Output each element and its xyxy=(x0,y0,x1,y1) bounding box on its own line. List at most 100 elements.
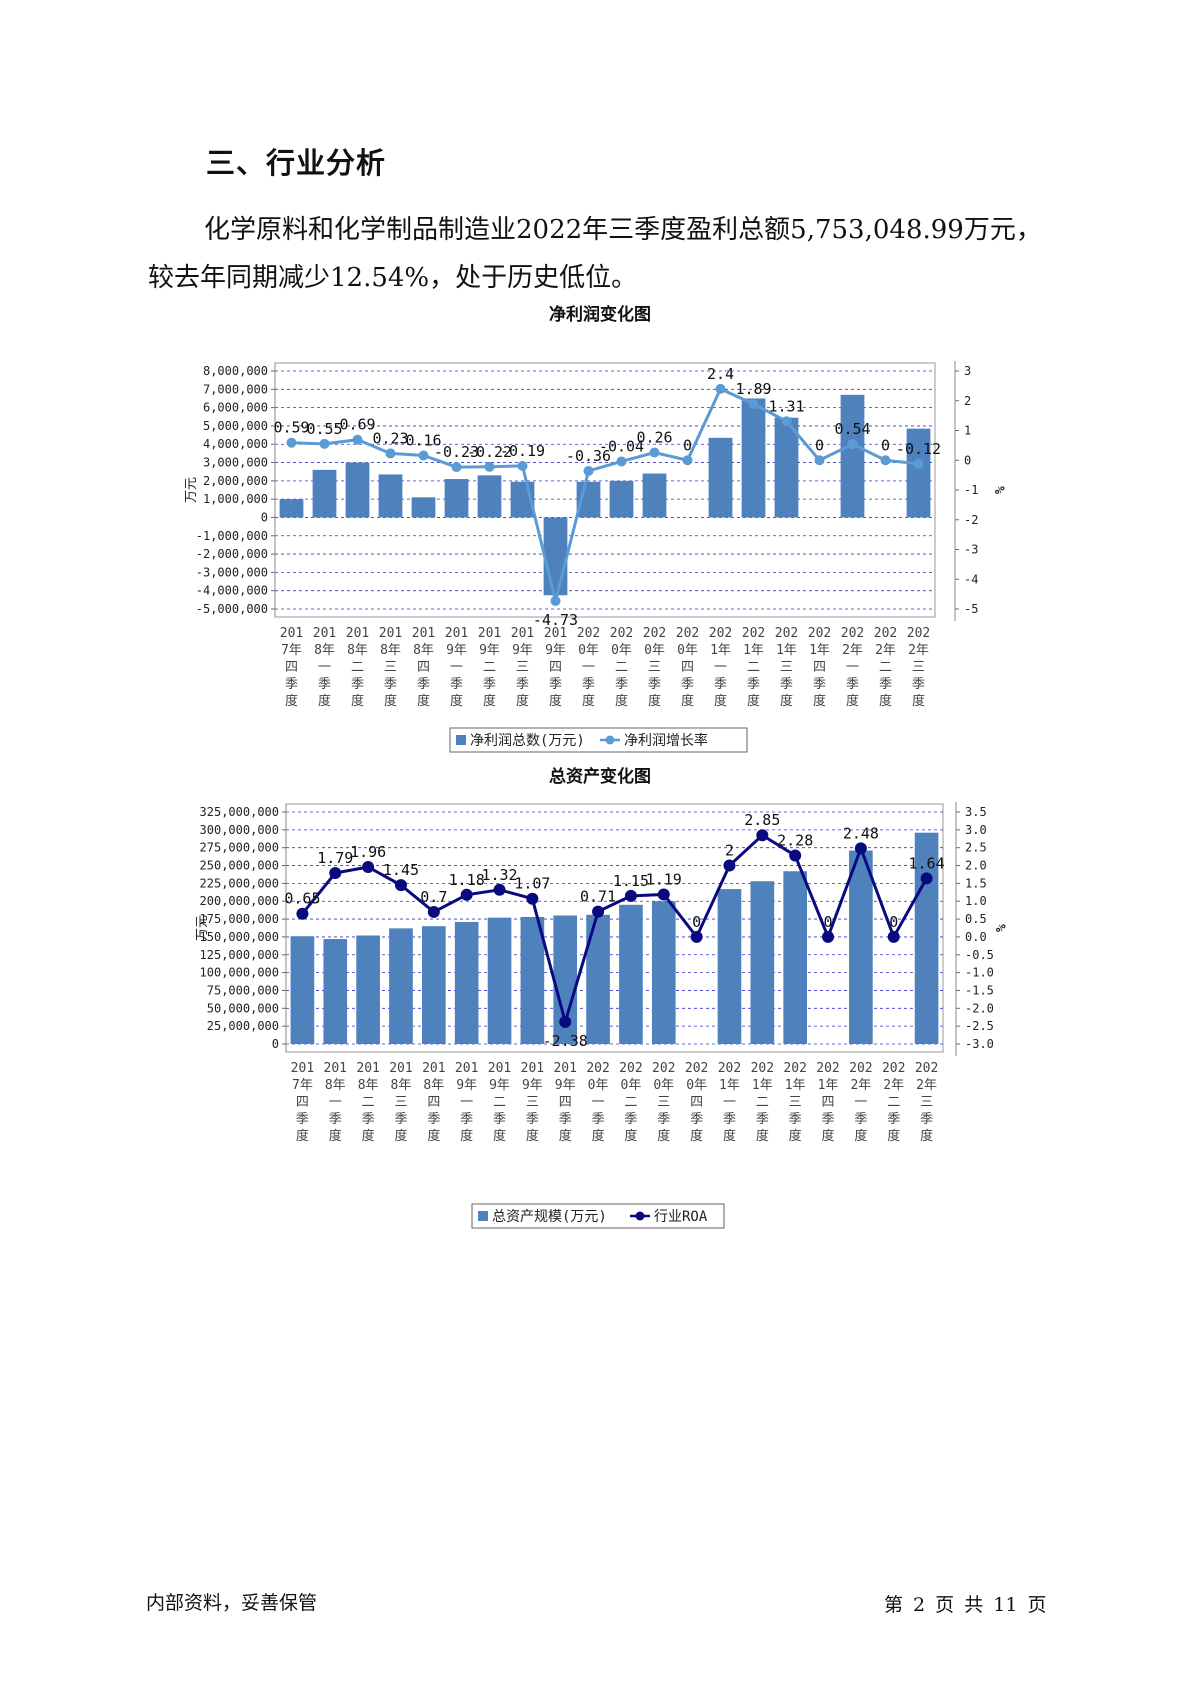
y2-tick-label: 3.5 xyxy=(965,805,987,819)
x-tick-label: 一 xyxy=(582,660,595,675)
y-tick-label: 25,000,000 xyxy=(207,1019,279,1033)
line-point xyxy=(814,455,825,466)
data-label: 0.16 xyxy=(405,431,441,449)
x-tick-label: 0年 xyxy=(644,643,665,658)
bar xyxy=(783,871,808,1044)
y-tick-label: 0 xyxy=(272,1037,279,1051)
bar xyxy=(454,921,479,1044)
data-label: 1.79 xyxy=(317,849,353,867)
bar xyxy=(389,928,413,1044)
x-tick-label: 季 xyxy=(756,1112,769,1127)
x-tick-label: 度 xyxy=(657,1128,670,1144)
y2-tick-label: 0.0 xyxy=(965,930,987,944)
x-tick-label: 1年 xyxy=(743,643,764,658)
line-point xyxy=(920,872,933,885)
x-tick-label: 201 xyxy=(379,626,402,641)
x-tick-label: 一 xyxy=(846,660,859,675)
x-tick-label: 0年 xyxy=(588,1078,609,1093)
y-tick-label: 1,000,000 xyxy=(203,492,268,506)
x-tick-label: 二 xyxy=(747,660,760,675)
x-tick-label: 202 xyxy=(742,626,765,641)
x-tick-label: 四 xyxy=(690,1095,703,1110)
x-tick-label: 季 xyxy=(854,1112,867,1127)
x-tick-label: 202 xyxy=(808,626,831,641)
x-tick-label: 季 xyxy=(822,1112,835,1127)
series-line xyxy=(291,386,919,602)
bar xyxy=(750,881,775,1044)
legend-label: 行业ROA xyxy=(654,1209,708,1225)
data-label: 1.89 xyxy=(735,380,771,398)
bar xyxy=(586,914,610,1044)
x-tick-label: 8年 xyxy=(325,1078,346,1093)
x-tick-label: 季 xyxy=(887,1112,900,1127)
line-point xyxy=(362,860,375,873)
x-tick-label: 201 xyxy=(291,1061,314,1076)
y2-tick-label: 2.0 xyxy=(965,859,987,873)
data-label: 2.28 xyxy=(777,832,813,850)
y-tick-label: 4,000,000 xyxy=(203,437,268,451)
line-point xyxy=(789,849,802,862)
x-tick-label: 201 xyxy=(346,626,369,641)
data-label: -0.36 xyxy=(566,447,611,465)
y-tick-label: 8,000,000 xyxy=(203,364,268,378)
y2-tick-label: 1.5 xyxy=(965,876,987,890)
x-tick-label: 季 xyxy=(549,677,562,692)
data-label: 0 xyxy=(824,913,833,931)
x-tick-label: 2年 xyxy=(850,1078,871,1093)
x-tick-label: 季 xyxy=(493,1112,506,1127)
x-tick-label: 度 xyxy=(747,693,760,709)
x-tick-label: 季 xyxy=(329,1112,342,1127)
bar xyxy=(378,474,403,518)
x-tick-label: 季 xyxy=(714,677,727,692)
x-tick-label: 季 xyxy=(920,1112,933,1127)
x-tick-label: 度 xyxy=(582,693,595,709)
y-tick-label: 325,000,000 xyxy=(200,805,279,819)
x-tick-label: 202 xyxy=(907,626,930,641)
x-tick-label: 202 xyxy=(709,626,732,641)
x-tick-label: 202 xyxy=(619,1061,642,1076)
y2-tick-label: -2 xyxy=(964,513,978,527)
x-tick-label: 四 xyxy=(681,660,694,675)
x-tick-label: 一 xyxy=(329,1095,342,1110)
x-tick-label: 9年 xyxy=(512,643,533,658)
line-point xyxy=(460,888,473,901)
line-point xyxy=(385,448,396,459)
legend-swatch-dot xyxy=(635,1211,645,1221)
legend-label: 净利润总数(万元) xyxy=(470,733,585,749)
x-tick-label: 季 xyxy=(394,1112,407,1127)
x-tick-label: 二 xyxy=(493,1095,506,1110)
x-tick-label: 三 xyxy=(516,660,529,675)
x-tick-label: 1年 xyxy=(752,1078,773,1093)
x-tick-label: 202 xyxy=(577,626,600,641)
data-label: 2.85 xyxy=(744,811,780,829)
legend-swatch-dot xyxy=(605,735,615,745)
data-label: 2 xyxy=(725,842,734,860)
line-point xyxy=(451,462,462,473)
x-tick-label: 度 xyxy=(846,693,859,709)
x-tick-label: 201 xyxy=(412,626,435,641)
y-tick-label: 300,000,000 xyxy=(200,823,279,837)
x-tick-label: 度 xyxy=(912,693,925,709)
x-tick-label: 8年 xyxy=(423,1078,444,1093)
x-tick-label: 2年 xyxy=(883,1078,904,1093)
line-point xyxy=(913,458,924,469)
line-point xyxy=(887,930,900,943)
x-tick-label: 季 xyxy=(813,677,826,692)
x-tick-label: 季 xyxy=(690,1112,703,1127)
x-tick-label: 度 xyxy=(362,1128,375,1144)
line-point xyxy=(493,883,506,896)
x-tick-label: 201 xyxy=(313,626,336,641)
x-tick-label: 度 xyxy=(690,1128,703,1144)
bar xyxy=(642,473,667,518)
line-point xyxy=(559,1015,572,1028)
section-heading: 三、行业分析 xyxy=(206,146,387,180)
x-tick-label: 季 xyxy=(483,677,496,692)
x-tick-label: 0年 xyxy=(653,1078,674,1093)
line-point xyxy=(394,879,407,892)
x-tick-label: 季 xyxy=(681,677,694,692)
bar xyxy=(914,832,939,1044)
data-label: 0 xyxy=(881,436,890,454)
x-tick-label: 201 xyxy=(324,1061,347,1076)
x-tick-label: 度 xyxy=(854,1128,867,1144)
data-label: 1.07 xyxy=(514,875,550,893)
